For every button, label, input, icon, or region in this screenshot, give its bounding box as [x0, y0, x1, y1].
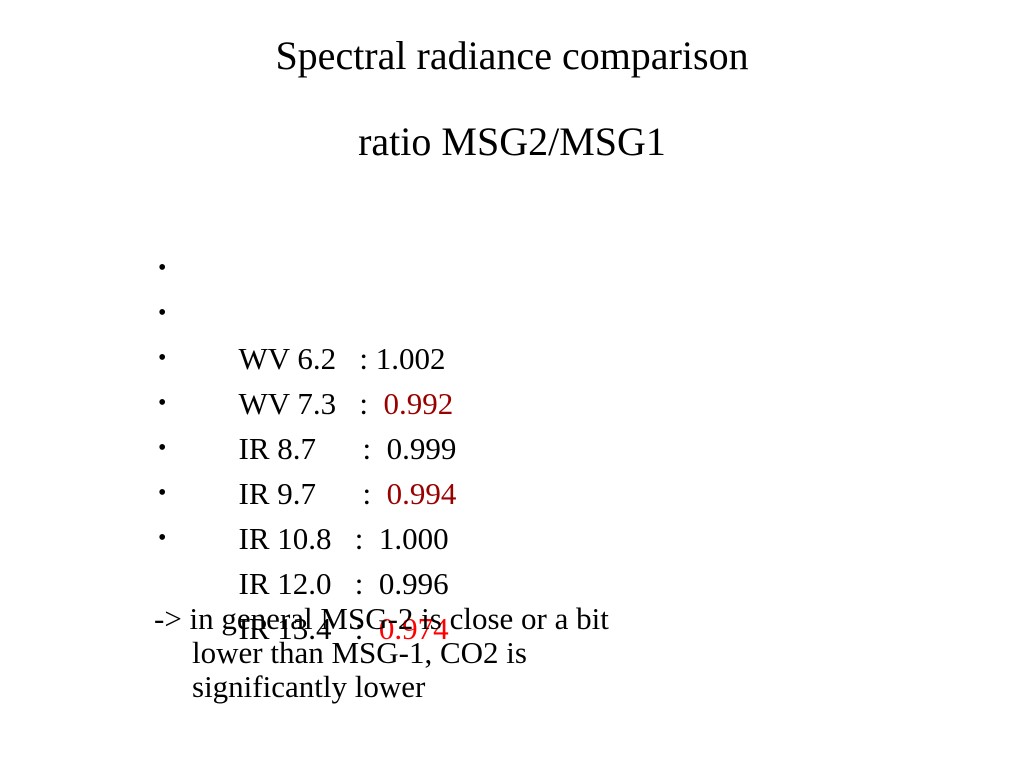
note-line: -> in general MSG-2 is close or a bit	[154, 601, 609, 636]
separator: :	[331, 521, 379, 556]
ratio-value: 0.992	[383, 386, 454, 421]
bullet-icon: •	[158, 300, 167, 326]
separator: :	[331, 566, 379, 601]
bullet-icon: •	[158, 255, 167, 281]
channel-name: WV 7.3	[238, 386, 337, 421]
bullet-icon: •	[158, 390, 167, 416]
slide-title: Spectral radiance comparison	[275, 33, 749, 78]
separator: :	[316, 476, 387, 511]
ratio-value: 0.974	[378, 611, 449, 646]
separator: :	[316, 431, 387, 466]
channel-name: IR 13.4	[238, 611, 332, 646]
bullet-icon: •	[158, 345, 167, 371]
separator: :	[336, 386, 384, 421]
list-item: • IR 10.8 : 1.000	[158, 426, 456, 556]
ratio-value: 0.996	[378, 566, 449, 601]
channel-name: IR 8.7	[238, 431, 317, 466]
note-line: lower than MSG-1, CO2 is	[192, 635, 527, 670]
list-item: • IR 9.7 : 0.994	[158, 381, 456, 511]
separator: :	[331, 611, 379, 646]
ratio-list: • WV 6.2 : 1.002 • WV 7.3 : 0.992 • IR 8…	[158, 246, 456, 646]
slide-subtitle: ratio MSG2/MSG1	[358, 119, 666, 164]
list-item: • WV 6.2 : 1.002	[158, 246, 456, 376]
ratio-value: 0.994	[386, 476, 457, 511]
list-item: • WV 7.3 : 0.992	[158, 291, 456, 421]
ratio-value: 1.000	[378, 521, 449, 556]
channel-name: IR 9.7	[238, 476, 317, 511]
channel-name: IR 10.8	[238, 521, 332, 556]
list-item: • IR 13.4 : 0.974	[158, 516, 456, 646]
list-item: • IR 12.0 : 0.996	[158, 471, 456, 601]
channel-name: IR 12.0	[238, 566, 332, 601]
conclusion-note: -> in general MSG-2 is close or a bit lo…	[154, 602, 794, 704]
bullet-icon: •	[158, 435, 167, 461]
note-line: significantly lower	[192, 669, 426, 704]
bullet-icon: •	[158, 525, 167, 551]
list-item: • IR 8.7 : 0.999	[158, 336, 456, 466]
separator: :	[336, 341, 376, 376]
channel-name: WV 6.2	[238, 341, 337, 376]
bullet-icon: •	[158, 480, 167, 506]
ratio-value: 0.999	[386, 431, 457, 466]
ratio-value: 1.002	[375, 341, 446, 376]
